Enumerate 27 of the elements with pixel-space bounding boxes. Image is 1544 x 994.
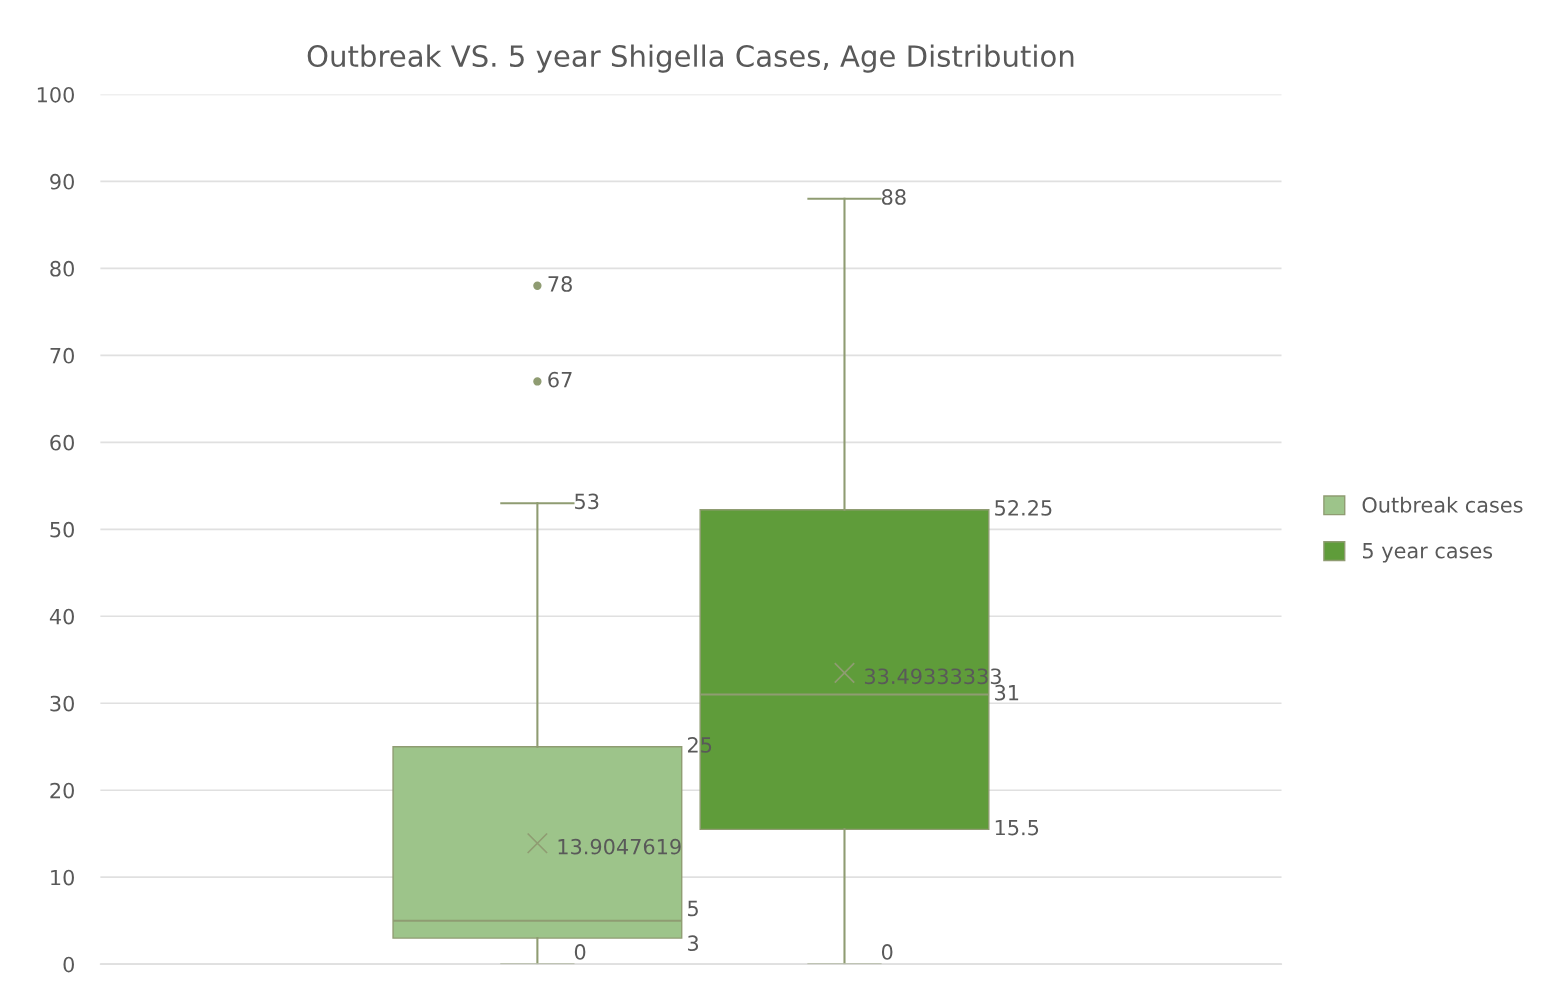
annotation: 25 bbox=[687, 737, 712, 753]
annotation: 0 bbox=[881, 944, 893, 960]
y-tick-label: 90 bbox=[50, 173, 74, 190]
y-tick-label: 50 bbox=[50, 521, 74, 538]
y-tick-label: 40 bbox=[49, 608, 74, 625]
y-tick-label: 100 bbox=[37, 86, 74, 103]
legend-label: Outbreak cases bbox=[1362, 496, 1523, 513]
annotation: 53 bbox=[575, 493, 599, 510]
annotation: 5 bbox=[688, 900, 698, 917]
annotation: 52.25 bbox=[995, 500, 1052, 516]
y-tick-label: 60 bbox=[50, 434, 74, 451]
chart-title: Outbreak VS. 5 year Shigella Cases, Age Distribution bbox=[307, 44, 1074, 73]
legend-label: 5 year cases bbox=[1363, 543, 1493, 563]
y-tick-label: 0 bbox=[63, 956, 74, 973]
annotation: 15.5 bbox=[995, 819, 1039, 836]
annotation: 31 bbox=[995, 684, 1019, 701]
y-tick-label: 10 bbox=[51, 869, 74, 886]
y-tick-label: 20 bbox=[50, 782, 74, 799]
annotation: 67 bbox=[548, 371, 572, 388]
annotation: 88 bbox=[881, 189, 906, 205]
y-tick-label: 70 bbox=[50, 347, 74, 364]
annotation: 3 bbox=[688, 935, 699, 952]
y-tick-label: 80 bbox=[50, 260, 74, 277]
annotation: 78 bbox=[548, 276, 572, 292]
annotation: 13.9047619 bbox=[558, 838, 681, 855]
annotation: 0 bbox=[574, 944, 586, 960]
y-tick-label: 30 bbox=[50, 695, 74, 712]
